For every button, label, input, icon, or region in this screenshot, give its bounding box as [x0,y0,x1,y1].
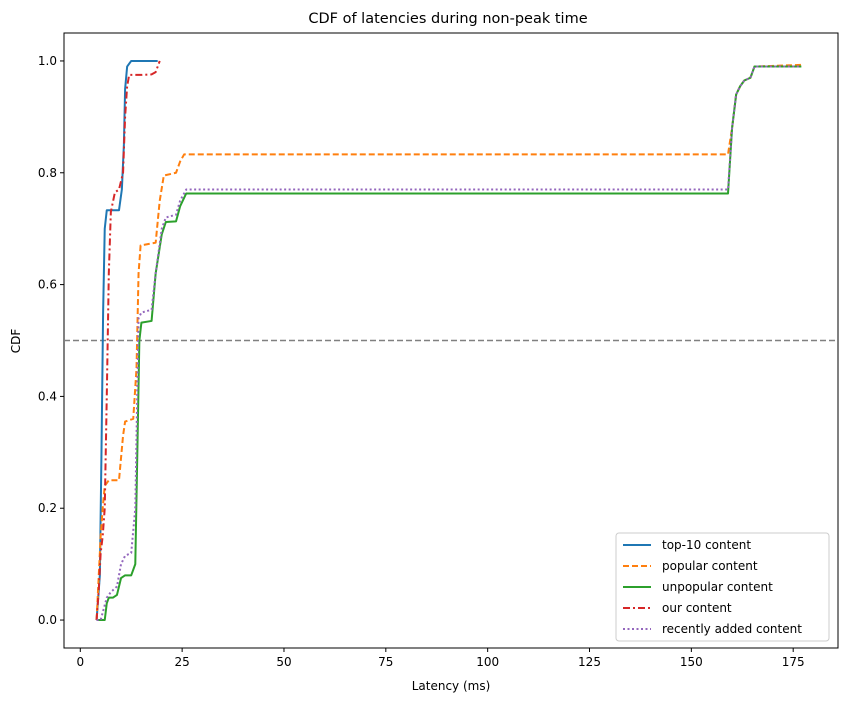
legend-label: our content [662,601,732,615]
x-tick-label: 50 [276,655,291,669]
y-tick-label: 0.8 [38,166,57,180]
x-tick-label: 0 [76,655,84,669]
x-tick-label: 75 [378,655,393,669]
legend-box [615,532,830,642]
legend-label: recently added content [662,622,802,636]
y-tick-label: 0.6 [38,278,57,292]
series-layer [95,59,802,622]
legend-label: top-10 content [662,538,751,552]
x-axis-ticks: 0 25 50 75 100 125 150 175 [76,648,805,669]
x-axis-label: Latency (ms) [412,679,491,693]
y-axis-ticks: 0.0 0.2 0.4 0.6 0.8 1.0 [38,54,64,627]
x-tick-label: 150 [680,655,703,669]
x-tick-label: 25 [174,655,189,669]
x-tick-label: 100 [476,655,499,669]
x-tick-label: 125 [578,655,601,669]
y-tick-label: 1.0 [38,54,57,68]
series-line-recently-added-content [96,65,802,622]
y-axis-label: CDF [9,329,23,354]
legend-items: top-10 content popular content unpopular c… [623,538,802,636]
series-line-our-content [95,60,161,621]
plot-area: 0 25 50 75 100 125 150 175 0.0 0.2 0.4 0.6 0.8 1.0 [38,32,839,669]
y-tick-label: 0.0 [38,613,57,627]
legend-label: popular content [662,559,758,573]
legend: top-10 content popular content unpopular c… [615,532,830,642]
chart-title: CDF of latencies during non-peak time [308,11,587,27]
y-tick-label: 0.2 [38,501,57,515]
series-line-top-10-content [95,59,158,621]
y-tick-label: 0.4 [38,389,57,403]
series-line-unpopular-content [96,65,802,622]
x-tick-label: 175 [782,655,805,669]
legend-label: unpopular content [662,580,773,594]
